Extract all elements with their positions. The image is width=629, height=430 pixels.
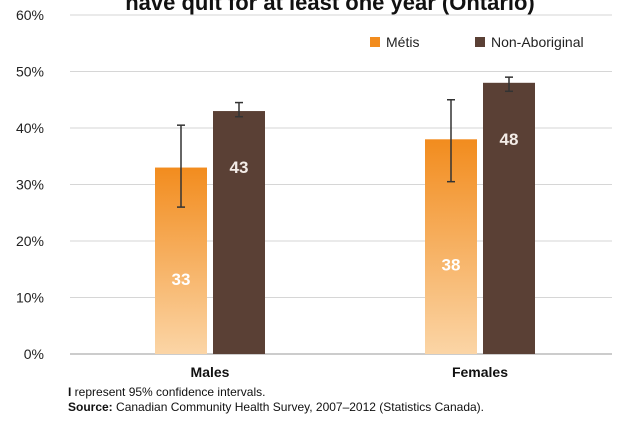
source-label: Source: <box>68 400 113 414</box>
y-tick-label: 0% <box>24 346 44 362</box>
y-tick-label: 60% <box>16 7 44 23</box>
data-label: 38 <box>442 256 461 275</box>
legend: Métis Non-Aboriginal <box>370 34 584 50</box>
y-tick-label: 50% <box>16 64 44 80</box>
ci-note: represent 95% confidence intervals. <box>71 385 266 399</box>
y-tick-label: 10% <box>16 290 44 306</box>
x-axis-categories: Males Females <box>191 364 509 380</box>
y-tick-label: 40% <box>16 120 44 136</box>
data-labels: 33 43 38 48 <box>172 130 519 289</box>
footnotes: I represent 95% confidence intervals. So… <box>68 385 484 415</box>
bar-non-aboriginal-females <box>483 82 535 355</box>
category-label-males: Males <box>191 364 230 380</box>
chart-title: have quit for at least one year (Ontario… <box>125 0 535 15</box>
source-footnote: Source: Canadian Community Health Survey… <box>68 400 484 415</box>
ci-marker: I <box>68 385 72 399</box>
legend-swatch <box>475 37 485 47</box>
source-text: Canadian Community Health Survey, 2007–2… <box>112 400 484 414</box>
data-label: 33 <box>172 270 191 289</box>
legend-label: Métis <box>386 34 419 50</box>
y-axis-ticks: 0% 10% 20% 30% 40% 50% 60% <box>16 7 44 362</box>
data-label: 48 <box>500 130 519 149</box>
y-tick-label: 30% <box>16 177 44 193</box>
category-label-females: Females <box>452 364 508 380</box>
legend-label: Non-Aboriginal <box>491 34 584 50</box>
legend-swatch <box>370 37 380 47</box>
bar-non-aboriginal-males <box>213 111 265 354</box>
bars <box>155 82 535 355</box>
ci-footnote: I represent 95% confidence intervals. <box>68 385 484 400</box>
y-tick-label: 20% <box>16 233 44 249</box>
data-label: 43 <box>230 158 249 177</box>
error-bars <box>177 76 513 208</box>
